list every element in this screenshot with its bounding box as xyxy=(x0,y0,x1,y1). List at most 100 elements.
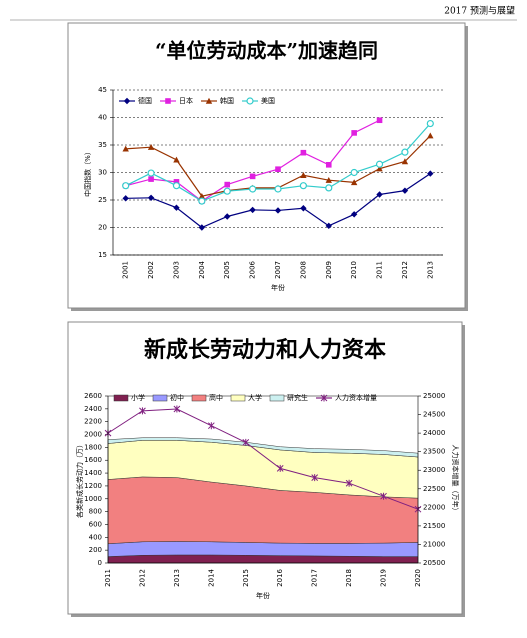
marker xyxy=(401,148,409,156)
x-tick-label: 2011 xyxy=(376,261,384,279)
y-tick-label: 1200 xyxy=(84,482,102,490)
y-tick-label: 2000 xyxy=(84,431,102,439)
marker xyxy=(198,192,206,199)
marker xyxy=(325,184,333,192)
marker xyxy=(325,222,332,230)
legend-label: 日本 xyxy=(179,96,193,105)
marker xyxy=(376,191,383,198)
legend-label: 初中 xyxy=(170,393,184,402)
marker xyxy=(249,206,256,214)
legend-label: 研究生 xyxy=(287,393,308,402)
legend-label: 德国 xyxy=(138,96,152,105)
x-tick-label: 2018 xyxy=(345,569,353,587)
series-line xyxy=(107,408,419,510)
y2-axis-label: 人力资本增量（万年） xyxy=(451,445,460,515)
marker xyxy=(122,145,129,152)
x-tick-label: 2010 xyxy=(350,261,358,279)
marker xyxy=(350,168,358,177)
y-tick-label: 1800 xyxy=(84,443,102,451)
marker xyxy=(376,165,383,172)
y2-tick-label: 22000 xyxy=(423,503,445,511)
x-tick-label: 2016 xyxy=(276,568,284,586)
marker xyxy=(139,407,146,415)
y2-tick-label: 24500 xyxy=(423,411,445,419)
marker xyxy=(242,438,250,446)
x-tick-label: 2002 xyxy=(147,261,155,279)
x-tick-label: 2008 xyxy=(299,261,307,279)
y2-tick-label: 21500 xyxy=(423,522,445,530)
x-tick-label: 2006 xyxy=(249,260,257,278)
y-tick-label: 15 xyxy=(98,251,107,259)
marker xyxy=(274,207,282,214)
area xyxy=(107,541,419,557)
x-axis-label: 年份 xyxy=(271,283,285,292)
marker xyxy=(173,204,180,211)
y-tick-label: 400 xyxy=(89,533,102,541)
y-axis-label: 各类新成长劳动力（万） xyxy=(75,441,84,518)
marker xyxy=(147,144,155,150)
marker xyxy=(173,179,180,185)
marker xyxy=(198,224,206,231)
chart-title: “单位劳动成本”加速趋同 xyxy=(155,39,378,63)
legend-swatch xyxy=(113,394,129,402)
marker xyxy=(376,117,383,124)
y2-tick-label: 23000 xyxy=(423,466,445,474)
y-tick-label: 0 xyxy=(98,559,102,567)
y-axis-label: 中国指数（%） xyxy=(83,148,92,197)
marker xyxy=(401,187,409,194)
marker xyxy=(198,197,206,205)
y2-tick-label: 21000 xyxy=(423,540,445,548)
y2-tick-label: 22500 xyxy=(423,485,445,493)
x-axis-label: 年份 xyxy=(256,591,270,600)
legend-marker xyxy=(320,394,328,402)
marker xyxy=(147,194,155,201)
y-tick-label: 600 xyxy=(89,520,102,528)
chart-frame xyxy=(67,22,466,309)
x-tick-label: 2001 xyxy=(122,261,130,279)
y-tick-label: 800 xyxy=(89,508,102,516)
marker xyxy=(427,132,434,139)
legend-marker xyxy=(246,97,254,105)
marker xyxy=(351,130,357,136)
marker xyxy=(207,422,215,430)
marker xyxy=(299,182,307,190)
marker xyxy=(401,158,409,165)
x-tick-label: 2020 xyxy=(414,569,422,587)
x-tick-label: 2005 xyxy=(223,261,231,279)
y-tick-label: 200 xyxy=(89,546,102,554)
y-tick-label: 1000 xyxy=(84,495,102,503)
x-tick-label: 2004 xyxy=(198,260,206,278)
x-tick-label: 2017 xyxy=(311,569,319,587)
marker xyxy=(148,176,154,182)
x-tick-label: 2015 xyxy=(242,569,250,587)
marker xyxy=(274,185,282,193)
legend-swatch xyxy=(269,394,285,402)
marker xyxy=(224,213,231,220)
legend-label: 美国 xyxy=(261,96,275,105)
x-tick-label: 2007 xyxy=(274,261,282,279)
y-tick-label: 45 xyxy=(98,86,107,94)
marker xyxy=(380,492,387,500)
marker xyxy=(249,185,257,193)
x-tick-label: 2014 xyxy=(207,568,215,586)
legend-label: 高中 xyxy=(209,393,223,402)
marker xyxy=(122,182,130,190)
y-tick-label: 35 xyxy=(98,141,107,149)
legend-marker xyxy=(165,98,171,104)
legend-swatch xyxy=(230,394,246,402)
y-tick-label: 2200 xyxy=(84,418,102,426)
legend-swatch xyxy=(152,394,168,402)
marker xyxy=(173,156,180,163)
marker xyxy=(173,405,181,413)
x-tick-label: 2009 xyxy=(325,261,333,279)
y-tick-label: 1400 xyxy=(84,469,102,477)
y-tick-label: 2600 xyxy=(84,392,102,400)
marker xyxy=(345,479,353,487)
y-tick-label: 1600 xyxy=(84,456,102,464)
marker xyxy=(300,172,307,178)
y-tick-label: 20 xyxy=(98,224,107,232)
marker xyxy=(249,173,256,180)
marker xyxy=(122,195,129,202)
legend-label: 大学 xyxy=(248,393,262,402)
